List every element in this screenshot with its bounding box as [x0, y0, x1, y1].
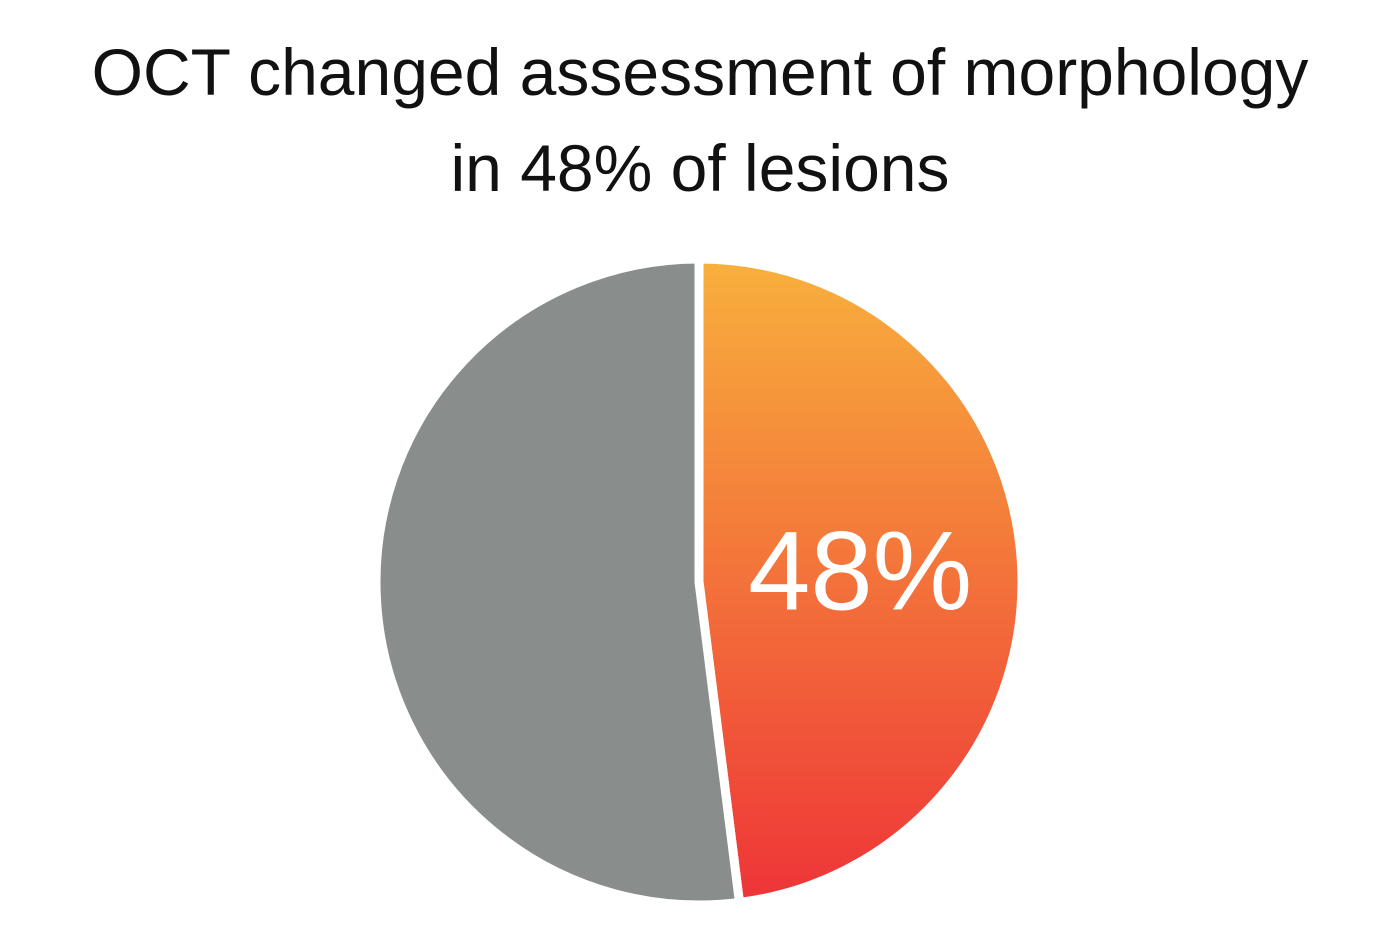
pie-slice: [371, 254, 744, 910]
pie-slice: [694, 254, 1027, 907]
chart-title: OCT changed assessment of morphology: [92, 35, 1309, 109]
chart-title: in 48% of lesions: [451, 131, 950, 205]
value-label: 48%: [748, 508, 972, 633]
